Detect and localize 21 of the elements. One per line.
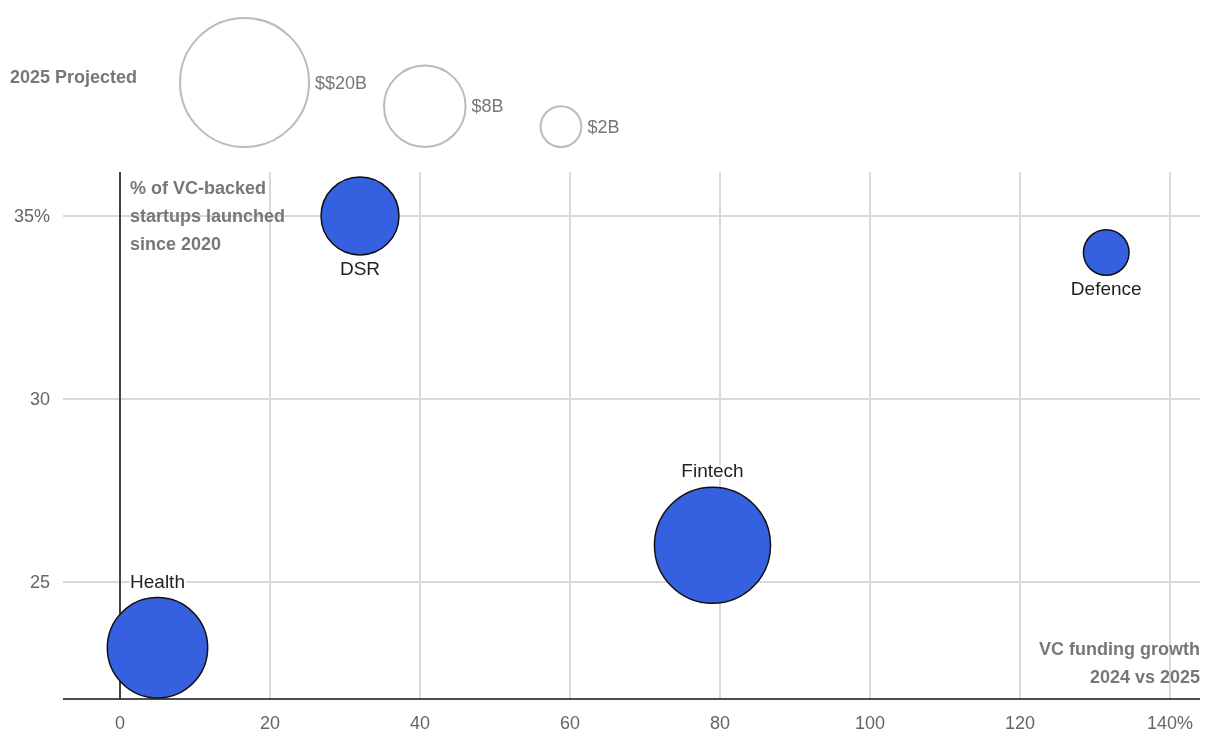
x-tick-label: 80 xyxy=(709,713,731,732)
legend-label: $2B xyxy=(587,116,620,137)
y-tick-label: 25 xyxy=(29,571,50,592)
x-tick-label: 20 xyxy=(259,713,281,732)
x-tick-label: 40 xyxy=(409,713,431,732)
legend-label: $$20B xyxy=(315,72,368,93)
legend-label: $8B xyxy=(471,96,504,117)
y-axis-title: % of VC-backed startups launched since 2020 xyxy=(130,178,286,254)
x-tick-label: 0 xyxy=(114,713,126,732)
series-label: Fintech xyxy=(681,460,744,482)
x-tick-label: 140% xyxy=(1146,713,1194,732)
series-label: Defence xyxy=(1070,278,1142,300)
x-tick-label: 60 xyxy=(559,713,581,732)
legend-title: 2025 Projected xyxy=(10,67,138,87)
series-label: DSR xyxy=(339,257,381,279)
y-tick-label: 30 xyxy=(29,388,50,409)
x-tick-label: 100 xyxy=(854,713,886,732)
y-tick-label: 35% xyxy=(13,205,50,226)
series-label: Health xyxy=(130,570,185,592)
x-axis-title: VC funding growth 2024 vs 2025 xyxy=(1039,639,1200,687)
x-tick-label: 120 xyxy=(1004,713,1036,732)
